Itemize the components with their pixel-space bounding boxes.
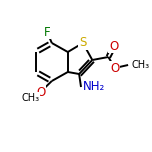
Text: O: O bbox=[36, 85, 45, 98]
Text: NH₂: NH₂ bbox=[83, 81, 105, 93]
Text: CH₃: CH₃ bbox=[132, 60, 150, 70]
Text: CH₃: CH₃ bbox=[21, 93, 39, 103]
Text: F: F bbox=[44, 26, 50, 38]
Text: O: O bbox=[109, 40, 119, 52]
Text: O: O bbox=[110, 62, 119, 74]
Text: S: S bbox=[79, 36, 87, 50]
